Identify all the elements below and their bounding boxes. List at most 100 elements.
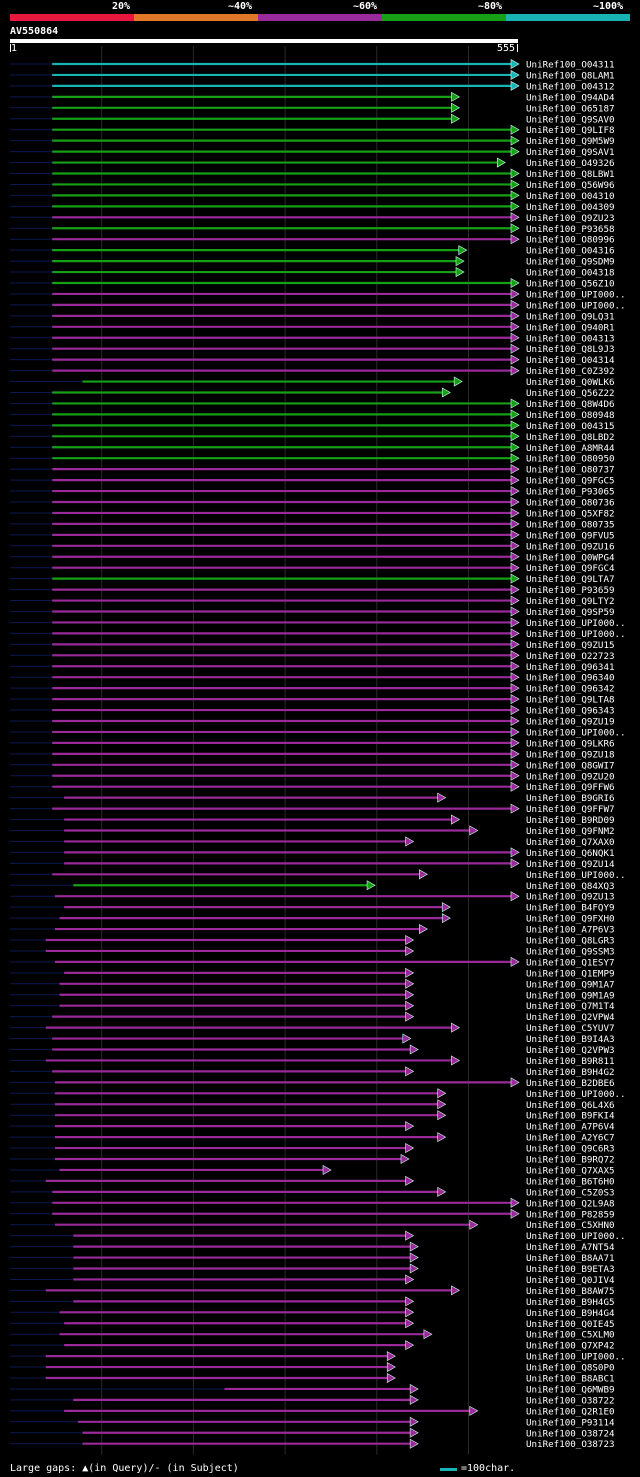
hit-label[interactable]: UniRef100_Q0WLK6 (526, 377, 615, 388)
hit-label[interactable]: UniRef100_Q7M1T4 (526, 1001, 615, 1012)
hit-row[interactable]: UniRef100_O49326 (10, 157, 615, 169)
hit-row[interactable]: UniRef100_O80948 (10, 409, 615, 421)
hit-row[interactable]: UniRef100_Q9ZU20 (10, 770, 615, 782)
hit-row[interactable]: UniRef100_Q6NQK1 (10, 847, 615, 859)
hit-label[interactable]: UniRef100_P93065 (526, 487, 615, 498)
hit-label[interactable]: UniRef100_O22723 (526, 651, 615, 662)
hit-row[interactable]: UniRef100_B8ABC1 (10, 1372, 615, 1385)
hit-label[interactable]: UniRef100_C5Z0S3 (526, 1187, 615, 1198)
hit-row[interactable]: UniRef100_C5XLM0 (10, 1329, 615, 1341)
hit-row[interactable]: UniRef100_Q2L9A8 (10, 1197, 615, 1209)
hit-row[interactable]: UniRef100_Q9FVU5 (10, 529, 615, 541)
hit-row[interactable]: UniRef100_A8MR44 (10, 442, 615, 454)
hit-row[interactable]: UniRef100_Q96340 (10, 672, 615, 684)
hit-label[interactable]: UniRef100_Q8W4D6 (526, 399, 615, 410)
hit-row[interactable]: UniRef100_O04314 (10, 354, 615, 366)
hit-row[interactable]: UniRef100_UPI000.. (10, 869, 626, 881)
hit-row[interactable]: UniRef100_Q9SAV0 (10, 113, 615, 125)
hit-row[interactable]: UniRef100_Q6L4X6 (10, 1099, 615, 1111)
hit-row[interactable]: UniRef100_Q9LIF8 (10, 124, 615, 136)
hit-row[interactable]: UniRef100_Q9ZU23 (10, 212, 615, 224)
hit-label[interactable]: UniRef100_Q9SAV0 (526, 114, 615, 125)
hit-label[interactable]: UniRef100_O38722 (526, 1395, 615, 1406)
hit-row[interactable]: UniRef100_Q94AD4 (10, 91, 615, 103)
hit-label[interactable]: UniRef100_Q8L9J3 (526, 344, 615, 355)
hit-label[interactable]: UniRef100_Q9SAV1 (526, 147, 615, 158)
hit-label[interactable]: UniRef100_A2Y6C7 (526, 1133, 615, 1144)
hit-label[interactable]: UniRef100_Q9SP59 (526, 607, 615, 618)
hit-label[interactable]: UniRef100_Q6MWB9 (526, 1384, 615, 1395)
hit-row[interactable]: UniRef100_UPI000.. (10, 1088, 626, 1100)
hit-label[interactable]: UniRef100_P82859 (526, 1209, 615, 1220)
hit-row[interactable]: UniRef100_O04311 (10, 58, 615, 71)
hit-row[interactable]: UniRef100_UPI000.. (10, 1351, 626, 1363)
hit-label[interactable]: UniRef100_Q9FFW7 (526, 804, 615, 815)
hit-label[interactable]: UniRef100_A8MR44 (526, 443, 615, 454)
hit-label[interactable]: UniRef100_C0Z392 (526, 366, 615, 377)
hit-label[interactable]: UniRef100_Q9ZU20 (526, 771, 615, 782)
hit-label[interactable]: UniRef100_O80736 (526, 498, 615, 509)
hit-label[interactable]: UniRef100_Q96343 (526, 706, 615, 717)
hit-label[interactable]: UniRef100_B9RD09 (526, 815, 615, 826)
hit-row[interactable]: UniRef100_B4FQY9 (10, 902, 615, 914)
hit-row[interactable]: UniRef100_Q56Z22 (10, 387, 615, 399)
hit-row[interactable]: UniRef100_Q9LTY2 (10, 595, 615, 607)
hit-row[interactable]: UniRef100_Q8LBD2 (10, 431, 615, 443)
hit-label[interactable]: UniRef100_Q56Z22 (526, 388, 615, 399)
hit-row[interactable]: UniRef100_O04310 (10, 190, 615, 202)
hit-label[interactable]: UniRef100_Q96341 (526, 662, 615, 673)
hit-row[interactable]: UniRef100_B9RQ72 (10, 1153, 615, 1166)
hit-label[interactable]: UniRef100_A7NT54 (526, 1242, 615, 1253)
hit-label[interactable]: UniRef100_UPI000.. (526, 618, 626, 629)
hit-label[interactable]: UniRef100_Q8LBD2 (526, 432, 615, 443)
hit-label[interactable]: UniRef100_B8AW75 (526, 1286, 615, 1297)
hit-label[interactable]: UniRef100_Q56Z10 (526, 279, 615, 290)
hit-row[interactable]: UniRef100_Q9ZU13 (10, 891, 615, 903)
hit-label[interactable]: UniRef100_B2DBE6 (526, 1078, 615, 1089)
hit-label[interactable]: UniRef100_A7P6V4 (526, 1122, 615, 1133)
hit-label[interactable]: UniRef100_O04313 (526, 333, 615, 344)
hit-label[interactable]: UniRef100_P93658 (526, 224, 615, 235)
hit-label[interactable]: UniRef100_Q5XF82 (526, 508, 615, 519)
hit-row[interactable]: UniRef100_UPI000.. (10, 726, 626, 738)
hit-label[interactable]: UniRef100_C5XLM0 (526, 1330, 615, 1341)
hit-row[interactable]: UniRef100_O80950 (10, 453, 615, 465)
hit-row[interactable]: UniRef100_Q9M1A7 (10, 978, 615, 990)
hit-label[interactable]: UniRef100_Q8S0P0 (526, 1363, 615, 1374)
hit-label[interactable]: UniRef100_Q9FXH0 (526, 914, 615, 925)
hit-row[interactable]: UniRef100_O38723 (10, 1438, 615, 1450)
hit-row[interactable]: UniRef100_B2DBE6 (10, 1077, 615, 1089)
hit-row[interactable]: UniRef100_B9GRI6 (10, 792, 615, 804)
hit-row[interactable]: UniRef100_P93658 (10, 223, 615, 235)
hit-label[interactable]: UniRef100_Q9ZU18 (526, 749, 615, 760)
hit-label[interactable]: UniRef100_B9FKI4 (526, 1111, 615, 1122)
hit-row[interactable]: UniRef100_Q9SP59 (10, 606, 615, 618)
hit-label[interactable]: UniRef100_O04318 (526, 268, 615, 279)
hit-row[interactable]: UniRef100_Q6MWB9 (10, 1383, 615, 1395)
hit-label[interactable]: UniRef100_Q2VPW3 (526, 1045, 615, 1056)
hit-label[interactable]: UniRef100_O80996 (526, 235, 615, 246)
hit-label[interactable]: UniRef100_Q9FVU5 (526, 530, 615, 541)
hit-label[interactable]: UniRef100_Q9FFW6 (526, 782, 615, 793)
hit-row[interactable]: UniRef100_Q9ZU16 (10, 540, 615, 552)
hit-label[interactable]: UniRef100_B4FQY9 (526, 903, 615, 914)
hit-row[interactable]: UniRef100_Q9SAV1 (10, 146, 615, 158)
hit-label[interactable]: UniRef100_P93114 (526, 1417, 615, 1428)
hit-row[interactable]: UniRef100_Q9ZU19 (10, 715, 615, 728)
hit-label[interactable]: UniRef100_Q9M1A9 (526, 990, 615, 1001)
hit-label[interactable]: UniRef100_A7P6V3 (526, 925, 615, 936)
hit-row[interactable]: UniRef100_C5XHN0 (10, 1219, 615, 1231)
hit-label[interactable]: UniRef100_C5XHN0 (526, 1220, 615, 1231)
hit-label[interactable]: UniRef100_O04315 (526, 421, 615, 432)
hit-label[interactable]: UniRef100_Q0IE45 (526, 1319, 615, 1330)
hit-row[interactable]: UniRef100_Q9SSM3 (10, 945, 615, 957)
hit-label[interactable]: UniRef100_UPI000.. (526, 289, 626, 300)
hit-label[interactable]: UniRef100_Q940R1 (526, 322, 615, 333)
hit-label[interactable]: UniRef100_O04311 (526, 60, 615, 71)
hit-label[interactable]: UniRef100_C5YUV7 (526, 1023, 615, 1034)
hit-label[interactable]: UniRef100_UPI000.. (526, 629, 626, 640)
hit-label[interactable]: UniRef100_Q9M1A7 (526, 979, 615, 990)
hit-label[interactable]: UniRef100_UPI000.. (526, 870, 626, 881)
hit-row[interactable]: UniRef100_O80996 (10, 234, 615, 246)
hit-row[interactable]: UniRef100_Q8LBW1 (10, 168, 615, 180)
